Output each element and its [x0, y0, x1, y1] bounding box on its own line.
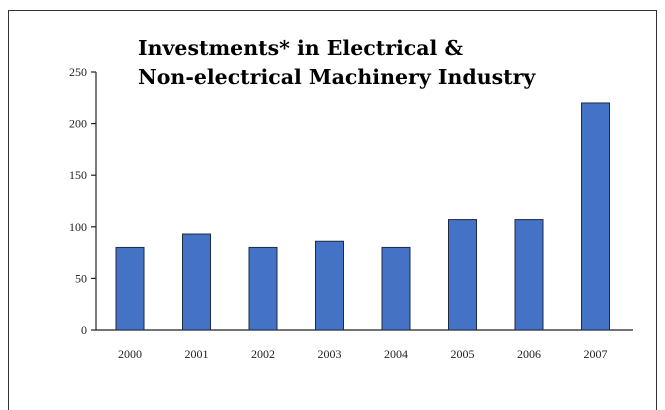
y-tick-label: 50 — [75, 271, 87, 285]
bar-2003 — [315, 240, 344, 331]
bar-2000 — [115, 246, 145, 331]
x-tick-label: 2000 — [118, 347, 142, 361]
chart-title-line-1: Investments* in Electrical & — [138, 36, 463, 60]
x-tick-label: 2005 — [451, 347, 475, 361]
y-tick-label: 250 — [69, 65, 87, 79]
bar-2005 — [448, 219, 477, 331]
y-tick-label: 200 — [69, 117, 87, 131]
y-tick-label: 0 — [81, 323, 87, 337]
x-tick-label: 2006 — [517, 347, 541, 361]
x-tick-label: 2007 — [584, 347, 608, 361]
bar-2001 — [182, 233, 211, 331]
x-tick-label: 2004 — [384, 347, 408, 361]
y-tick-label: 100 — [69, 220, 87, 234]
bar-2004 — [381, 246, 411, 331]
bar-2007 — [581, 102, 610, 331]
x-tick-label: 2002 — [251, 347, 275, 361]
bar-2002 — [248, 246, 278, 331]
chart-title-line-2: Non-electrical Machinery Industry — [138, 65, 536, 89]
bar-2006 — [514, 219, 544, 331]
y-tick-label: 150 — [69, 168, 87, 182]
chart-title: Investments* in Electrical & Non-electri… — [138, 34, 618, 92]
chart-frame — [8, 10, 657, 410]
x-tick-label: 2001 — [185, 347, 209, 361]
x-tick-label: 2003 — [318, 347, 342, 361]
